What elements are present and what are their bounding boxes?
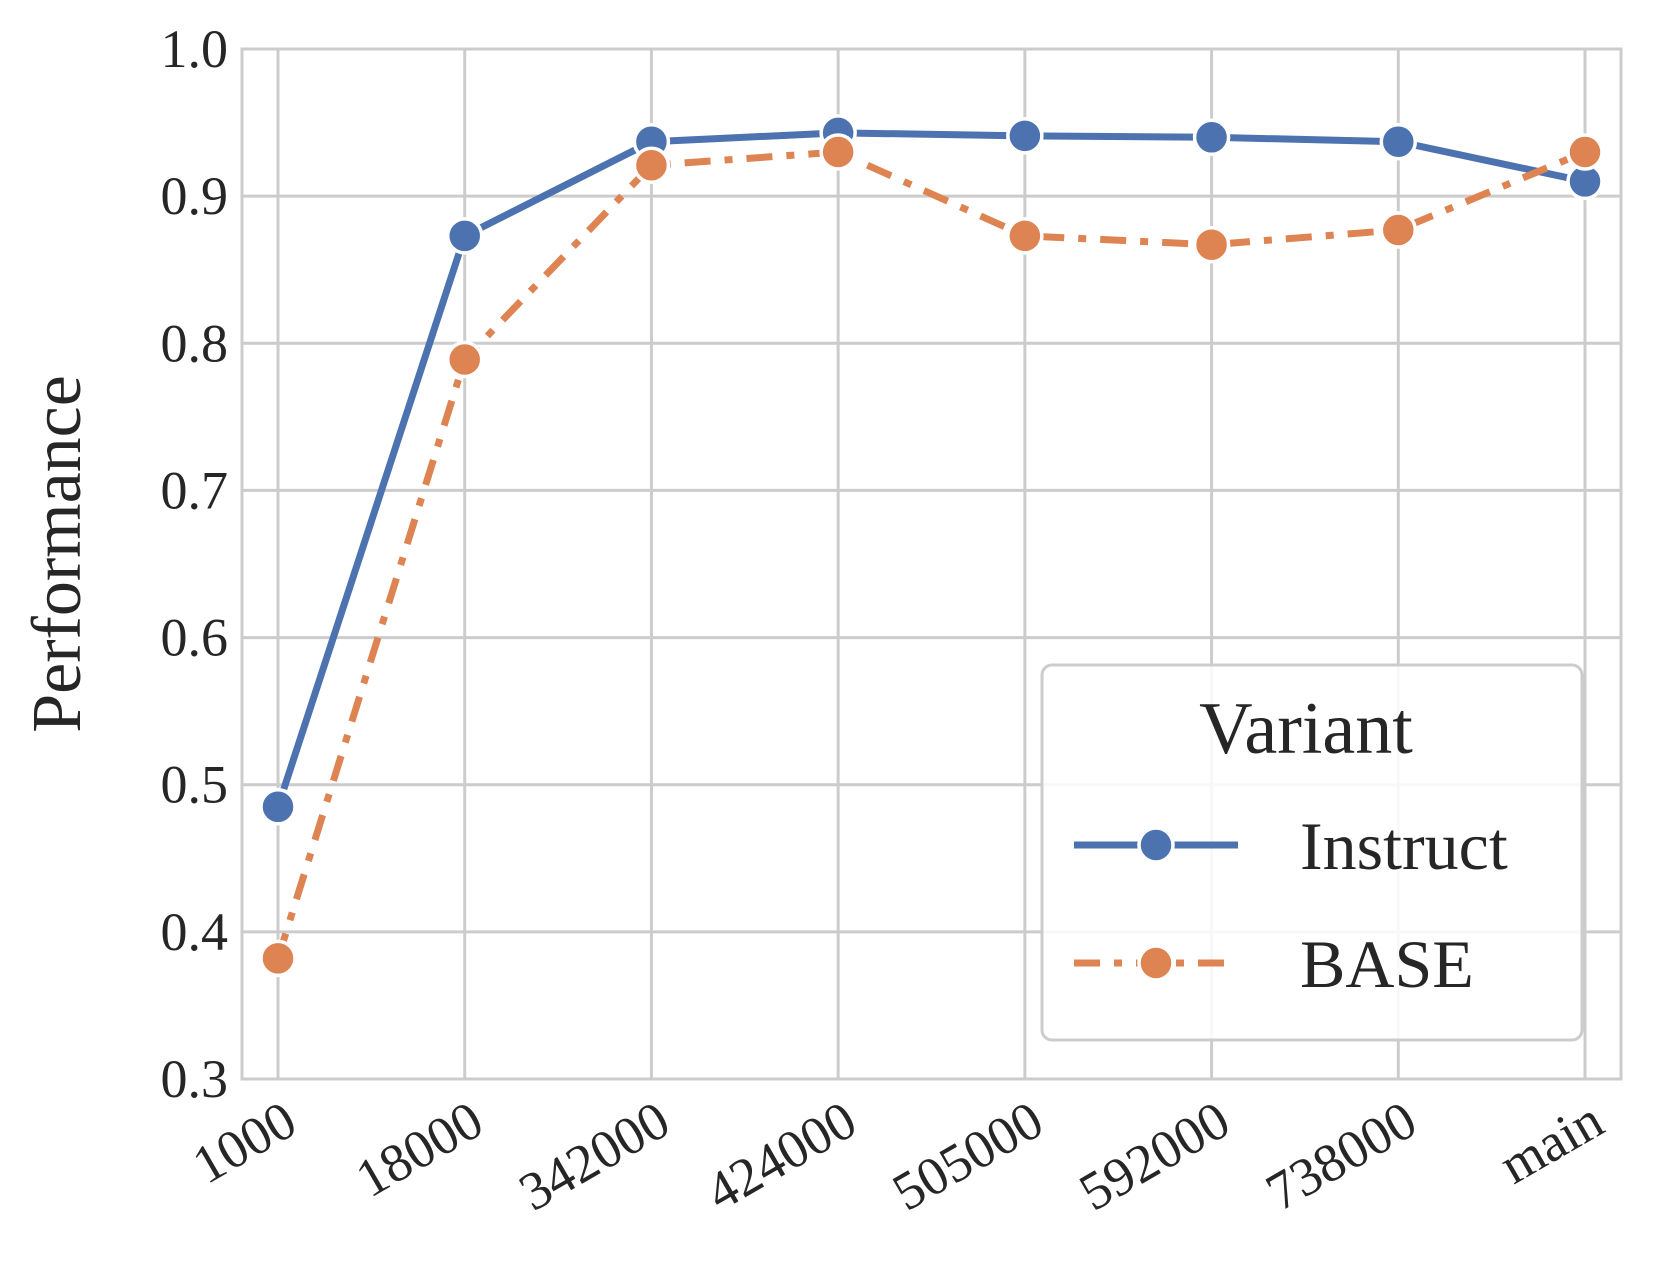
y-axis-label: Performance xyxy=(19,375,96,733)
data-point-base xyxy=(1006,217,1044,255)
x-tick-label: 738000 xyxy=(1256,1089,1426,1222)
data-point-base xyxy=(259,939,297,978)
y-tick-label: 0.5 xyxy=(161,755,229,815)
series-line-instruct xyxy=(274,129,1586,808)
y-tick-label: 0.7 xyxy=(161,460,229,520)
series-line-base xyxy=(274,148,1587,960)
data-point-instruct xyxy=(1006,117,1044,155)
y-tick-label: 0.4 xyxy=(161,902,229,962)
data-point-base xyxy=(632,146,671,184)
y-tick-label: 1.0 xyxy=(161,19,229,79)
data-point-base xyxy=(1566,133,1604,171)
data-point-base xyxy=(445,340,484,379)
legend-label-instruct: Instruct xyxy=(1300,808,1508,884)
y-tick-label: 0.8 xyxy=(161,313,229,373)
x-tick-label: 18000 xyxy=(346,1089,493,1208)
data-point-base xyxy=(1379,211,1418,249)
y-tick-label: 0.3 xyxy=(161,1049,229,1109)
data-point-instruct xyxy=(445,217,484,255)
data-point-base xyxy=(1192,225,1231,264)
x-tick-label: 592000 xyxy=(1069,1089,1239,1222)
y-axis-ticks: 0.3 0.4 0.5 0.6 0.7 0.8 0.9 1.0 xyxy=(161,19,229,1109)
plot-frame xyxy=(240,47,1623,1081)
legend-label-base: BASE xyxy=(1300,926,1474,1002)
data-point-instruct xyxy=(1192,118,1231,157)
legend-box xyxy=(1040,663,1584,1042)
series-base xyxy=(259,133,1604,978)
x-tick-label: 505000 xyxy=(883,1089,1053,1222)
x-axis-ticks: 1000 18000 342000 424000 505000 592000 738000 m… xyxy=(182,1089,1613,1222)
legend-title: Variant xyxy=(1199,688,1413,770)
legend-entry-base: BASE xyxy=(1074,926,1474,1002)
legend-marker-instruct xyxy=(1137,826,1175,864)
x-tick-label: 424000 xyxy=(696,1089,866,1222)
data-point-instruct xyxy=(1379,122,1418,161)
legend-entry-instruct: Instruct xyxy=(1074,808,1508,884)
data-point-base xyxy=(819,133,857,171)
x-tick-label: 342000 xyxy=(509,1089,679,1222)
legend: Variant Instruct BASE xyxy=(1040,663,1584,1042)
data-point-instruct xyxy=(259,788,297,826)
y-tick-label: 0.9 xyxy=(161,166,229,226)
legend-marker-base xyxy=(1137,944,1175,982)
series xyxy=(259,114,1604,978)
x-tick-label: main xyxy=(1489,1089,1613,1195)
y-tick-label: 0.6 xyxy=(161,608,229,668)
